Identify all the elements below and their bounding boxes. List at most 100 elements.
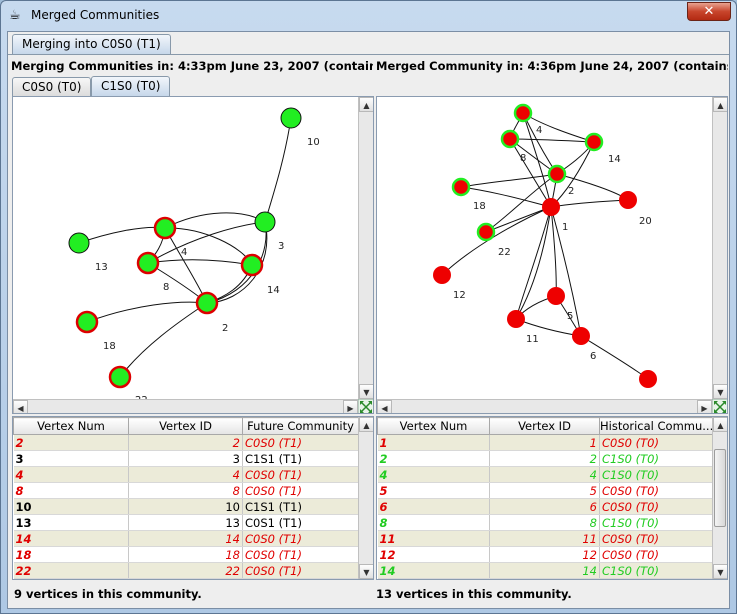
vertex-num-cell[interactable]: 18 (13, 546, 129, 563)
tab-merging-into[interactable]: Merging into C0S0 (T1) (12, 34, 171, 54)
table-row[interactable]: 8 8 C0S0 (T1) (13, 482, 359, 499)
right-table-vscroll[interactable]: ▲ ▼ (712, 417, 727, 579)
table-row[interactable]: 22 22 C0S0 (T1) (13, 562, 359, 579)
vertex-id-cell[interactable]: 12 (489, 546, 600, 563)
table-row[interactable]: 12 12 C0S0 (T0) (377, 546, 713, 563)
fit-to-view-icon[interactable] (712, 399, 728, 414)
vertex-id-cell[interactable]: 3 (128, 450, 243, 467)
community-cell[interactable]: C0S0 (T0) (599, 434, 713, 451)
community-cell[interactable]: C1S1 (T1) (242, 498, 359, 515)
vertex-num-cell[interactable]: 1 (377, 434, 490, 451)
close-button[interactable]: ✕ (687, 2, 731, 21)
vertex-id-cell[interactable]: 1 (489, 434, 600, 451)
vertex-id-cell[interactable]: 10 (128, 498, 243, 515)
scroll-down-arrow[interactable]: ▼ (713, 564, 727, 579)
table-row[interactable]: 14 14 C0S0 (T1) (13, 530, 359, 547)
scroll-up-arrow[interactable]: ▲ (359, 417, 373, 432)
column-header-vertex-id[interactable]: Vertex ID (489, 417, 600, 435)
tab-c0s0[interactable]: C0S0 (T0) (12, 77, 92, 96)
table-row[interactable]: 5 5 C0S0 (T0) (377, 482, 713, 499)
scroll-thumb[interactable] (714, 449, 726, 527)
community-cell[interactable]: C0S0 (T1) (242, 546, 359, 563)
table-row[interactable]: 1 1 C0S0 (T0) (377, 434, 713, 451)
vertex-id-cell[interactable]: 6 (489, 498, 600, 515)
fit-to-view-icon[interactable] (358, 399, 374, 414)
table-row[interactable]: 13 13 C0S1 (T1) (13, 514, 359, 531)
vertex-num-cell[interactable]: 10 (13, 498, 129, 515)
vertex-id-cell[interactable]: 14 (128, 530, 243, 547)
column-header-future-community[interactable]: Future Community (242, 417, 359, 435)
community-cell[interactable]: C1S0 (T0) (599, 562, 713, 579)
right-graph-vscroll[interactable]: ▲ ▼ (712, 97, 727, 399)
left-graph-panel[interactable]: 10 3 4 13 8 14 2 18 22 ▲ ▼ ◀ ▶ (12, 96, 374, 414)
vertex-id-cell[interactable]: 2 (489, 450, 600, 467)
vertex-num-cell[interactable]: 8 (13, 482, 129, 499)
scroll-right-arrow[interactable]: ▶ (343, 400, 358, 413)
community-cell[interactable]: C0S0 (T1) (242, 562, 359, 579)
vertex-num-cell[interactable]: 17 (377, 578, 490, 579)
community-cell[interactable]: C0S0 (T1) (242, 530, 359, 547)
left-table-vscroll[interactable]: ▲ ▼ (358, 417, 373, 579)
vertex-num-cell[interactable]: 2 (377, 450, 490, 467)
vertex-num-cell[interactable]: 8 (377, 514, 490, 531)
vertex-num-cell[interactable]: 4 (13, 466, 129, 483)
vertex-num-cell[interactable]: 12 (377, 546, 490, 563)
vertex-id-cell[interactable]: 13 (128, 514, 243, 531)
table-row[interactable]: 18 18 C0S0 (T1) (13, 546, 359, 563)
vertex-id-cell[interactable]: 18 (128, 546, 243, 563)
right-graph-panel[interactable]: 4 8 14 2 18 20 1 22 12 5 11 6 ▲ ▼ (376, 96, 728, 414)
scroll-left-arrow[interactable]: ◀ (377, 400, 392, 413)
scroll-down-arrow[interactable]: ▼ (713, 384, 727, 399)
community-cell[interactable]: C1S0 (T0) (599, 450, 713, 467)
community-cell[interactable]: C0S0 (T1) (242, 434, 359, 451)
table-row[interactable]: 2 2 C1S0 (T0) (377, 450, 713, 467)
vertex-id-cell[interactable]: 5 (489, 482, 600, 499)
community-cell[interactable]: C0S0 (T0) (599, 578, 713, 579)
table-row[interactable]: 4 4 C1S0 (T0) (377, 466, 713, 483)
scroll-up-arrow[interactable]: ▲ (713, 97, 727, 112)
community-cell[interactable]: C0S0 (T0) (599, 546, 713, 563)
left-graph-hscroll[interactable]: ◀ ▶ (13, 399, 358, 413)
vertex-num-cell[interactable]: 4 (377, 466, 490, 483)
table-row[interactable]: 14 14 C1S0 (T0) (377, 562, 713, 579)
community-cell[interactable]: C1S1 (T1) (242, 450, 359, 467)
vertex-id-cell[interactable]: 22 (128, 562, 243, 579)
title-bar[interactable]: ☕ Merged Communities ✕ (1, 1, 736, 31)
scroll-up-arrow[interactable]: ▲ (359, 97, 373, 112)
table-row[interactable]: 4 4 C0S0 (T1) (13, 466, 359, 483)
vertex-num-cell[interactable]: 6 (377, 498, 490, 515)
tab-c1s0[interactable]: C1S0 (T0) (91, 76, 171, 96)
scroll-down-arrow[interactable]: ▼ (359, 384, 373, 399)
column-header-vertex-num[interactable]: Vertex Num (377, 417, 490, 435)
column-header-historical-community[interactable]: Historical Commu... (599, 417, 713, 435)
community-cell[interactable]: C0S0 (T1) (242, 482, 359, 499)
column-header-vertex-num[interactable]: Vertex Num (13, 417, 129, 435)
community-cell[interactable]: C1S0 (T0) (599, 466, 713, 483)
table-row[interactable]: 11 11 C0S0 (T0) (377, 530, 713, 547)
community-cell[interactable]: C0S0 (T0) (599, 530, 713, 547)
table-row[interactable]: 8 8 C1S0 (T0) (377, 514, 713, 531)
table-row[interactable]: 3 3 C1S1 (T1) (13, 450, 359, 467)
vertex-num-cell[interactable]: 2 (13, 434, 129, 451)
community-cell[interactable]: C0S0 (T0) (599, 498, 713, 515)
vertex-id-cell[interactable]: 14 (489, 562, 600, 579)
scroll-up-arrow[interactable]: ▲ (713, 417, 727, 432)
vertex-id-cell[interactable]: 11 (489, 530, 600, 547)
vertex-num-cell[interactable]: 11 (377, 530, 490, 547)
vertex-id-cell[interactable]: 8 (128, 482, 243, 499)
vertex-num-cell[interactable]: 14 (13, 530, 129, 547)
vertex-id-cell[interactable]: 2 (128, 434, 243, 451)
community-cell[interactable]: C0S0 (T0) (599, 482, 713, 499)
column-header-vertex-id[interactable]: Vertex ID (128, 417, 243, 435)
table-row[interactable]: 1717C0S0 (T0) (377, 578, 713, 579)
table-row[interactable]: 2 2 C0S0 (T1) (13, 434, 359, 451)
scroll-right-arrow[interactable]: ▶ (697, 400, 712, 413)
table-row[interactable]: 6 6 C0S0 (T0) (377, 498, 713, 515)
vertex-num-cell[interactable]: 3 (13, 450, 129, 467)
vertex-num-cell[interactable]: 14 (377, 562, 490, 579)
vertex-id-cell[interactable]: 8 (489, 514, 600, 531)
community-cell[interactable]: C1S0 (T0) (599, 514, 713, 531)
vertex-id-cell[interactable]: 4 (128, 466, 243, 483)
table-row[interactable]: 10 10 C1S1 (T1) (13, 498, 359, 515)
vertex-id-cell[interactable]: 4 (489, 466, 600, 483)
